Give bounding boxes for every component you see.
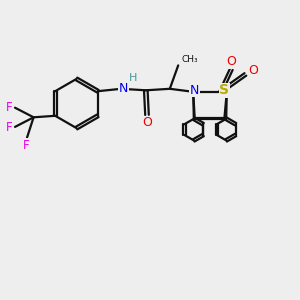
Text: S: S <box>219 83 230 97</box>
Text: N: N <box>190 84 200 97</box>
Text: O: O <box>248 64 258 77</box>
Text: F: F <box>23 139 30 152</box>
Text: N: N <box>119 82 128 95</box>
Text: H: H <box>128 73 137 83</box>
Text: F: F <box>6 100 12 114</box>
Text: F: F <box>6 121 12 134</box>
Text: O: O <box>226 55 236 68</box>
Text: O: O <box>143 116 152 129</box>
Text: CH₃: CH₃ <box>182 56 198 64</box>
